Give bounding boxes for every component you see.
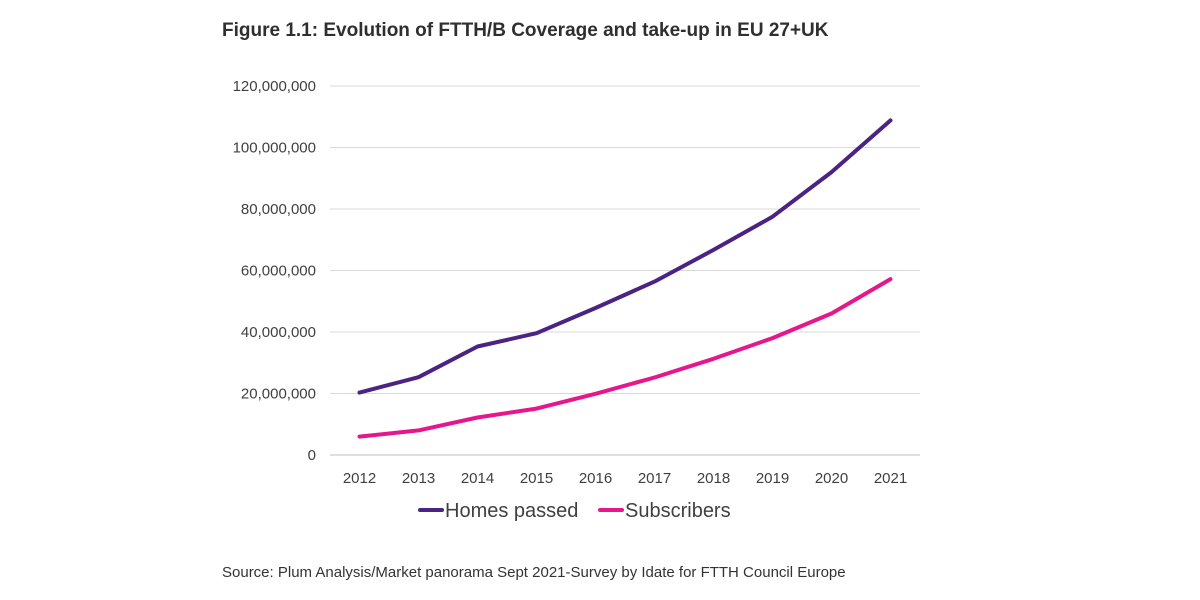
y-tick-label: 40,000,000 [241, 324, 316, 341]
y-tick-label: 20,000,000 [241, 386, 316, 403]
y-axis-ticks: 0 20,000,000 40,000,000 60,000,000 80,000,00… [233, 78, 316, 464]
legend: Homes passed Subscribers [418, 500, 731, 522]
x-tick-label: 2018 [697, 470, 730, 487]
series-lines [357, 118, 893, 439]
x-tick-label: 2014 [461, 470, 494, 487]
y-tick-label: 60,000,000 [241, 263, 316, 280]
x-tick-label: 2015 [520, 470, 553, 487]
y-tick-label: 100,000,000 [233, 140, 316, 157]
x-tick-label: 2016 [579, 470, 612, 487]
y-tick-label: 120,000,000 [233, 78, 316, 95]
series-line-subscribers [357, 277, 893, 439]
figure-title: Figure 1.1: Evolution of FTTH/B Coverage… [222, 20, 829, 41]
x-tick-label: 2021 [874, 470, 907, 487]
x-tick-label: 2012 [343, 470, 376, 487]
y-tick-label: 0 [308, 447, 316, 464]
series-line-homes-passed [357, 118, 893, 395]
x-tick-label: 2019 [756, 470, 789, 487]
source-note: Source: Plum Analysis/Market panorama Se… [222, 564, 846, 581]
y-tick-label: 80,000,000 [241, 201, 316, 218]
gridlines [330, 85, 920, 456]
legend-label-subscribers: Subscribers [625, 500, 731, 522]
x-tick-label: 2013 [402, 470, 435, 487]
legend-label-homes-passed: Homes passed [445, 500, 578, 522]
x-tick-label: 2017 [638, 470, 671, 487]
x-tick-label: 2020 [815, 470, 848, 487]
x-axis-ticks: 2012 2013 2014 2015 2016 2017 2018 2019 2020 2021 [343, 470, 907, 487]
